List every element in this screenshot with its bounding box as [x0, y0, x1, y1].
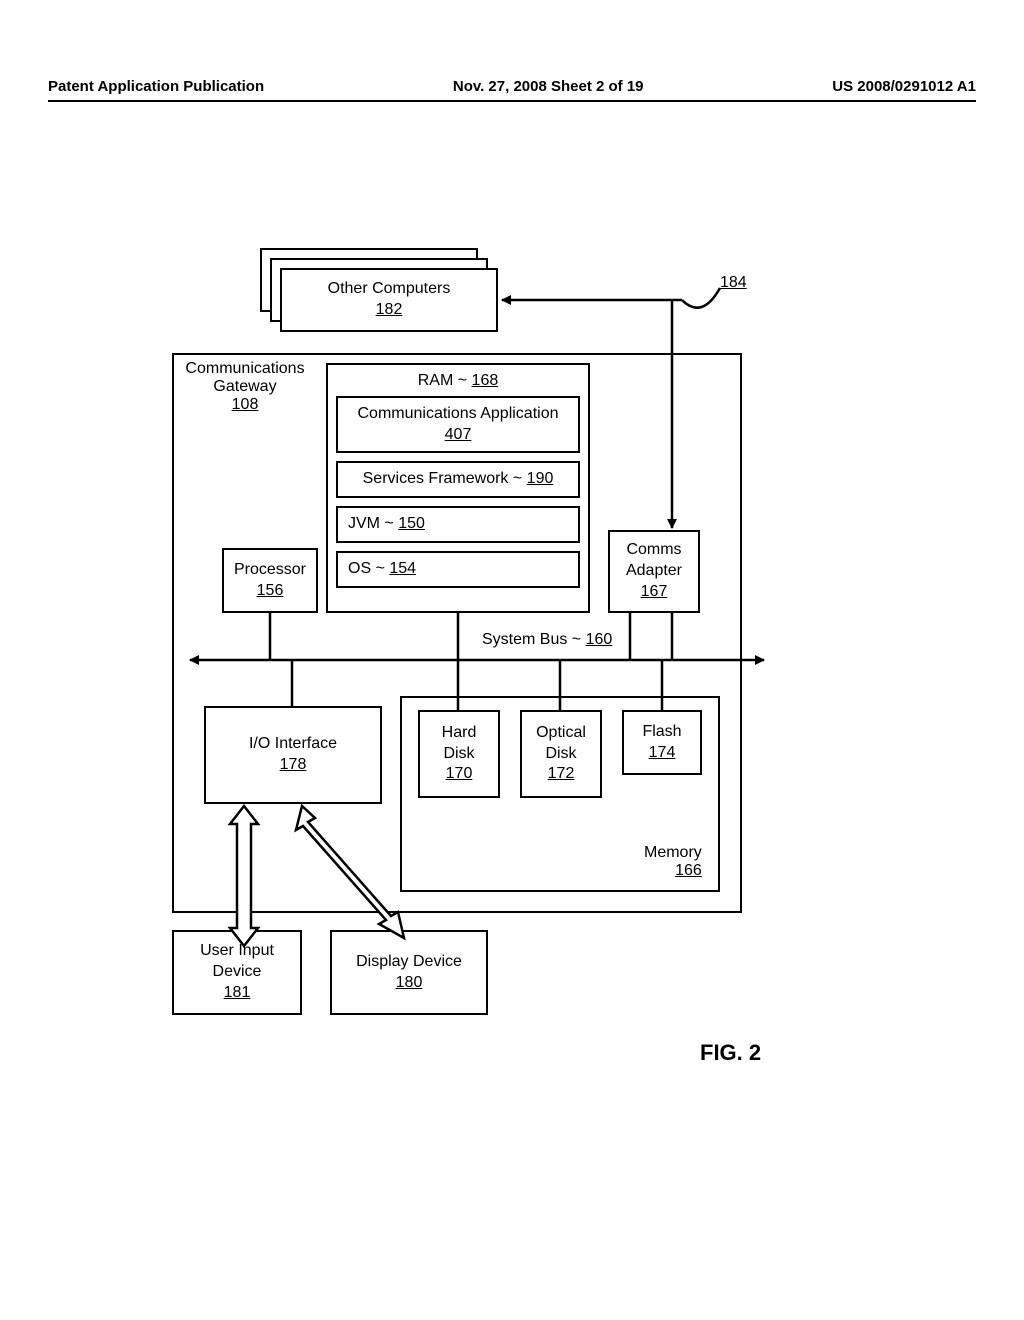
header-right: US 2008/0291012 A1 — [832, 78, 976, 95]
other-computers-box: Other Computers 182 — [280, 268, 498, 332]
os-box: OS ~ 154 — [336, 551, 580, 588]
system-bus-label: System Bus ~ 160 — [482, 631, 612, 649]
other-computers-label: Other Computers — [328, 279, 451, 300]
comms-adapter-box: Comms Adapter 167 — [608, 530, 700, 613]
ram-box: RAM ~ 168 Communications Application 407… — [326, 363, 590, 613]
jvm-box: JVM ~ 150 — [336, 506, 580, 543]
page: Patent Application Publication Nov. 27, … — [0, 0, 1024, 1320]
figure-label: FIG. 2 — [700, 1040, 761, 1066]
optical-disk-box: Optical Disk 172 — [520, 710, 602, 798]
page-header: Patent Application Publication Nov. 27, … — [48, 78, 976, 95]
processor-box: Processor 156 — [222, 548, 318, 613]
comms-gateway-label: Communications Gateway 108 — [180, 360, 310, 414]
display-device-box: Display Device 180 — [330, 930, 488, 1015]
hard-disk-box: Hard Disk 170 — [418, 710, 500, 798]
header-left: Patent Application Publication — [48, 78, 264, 95]
user-input-box: User Input Device 181 — [172, 930, 302, 1015]
header-center: Nov. 27, 2008 Sheet 2 of 19 — [453, 78, 644, 95]
flash-box: Flash 174 — [622, 710, 702, 775]
comms-app-box: Communications Application 407 — [336, 396, 580, 454]
io-interface-box: I/O Interface 178 — [204, 706, 382, 804]
memory-label: Memory 166 — [644, 844, 702, 880]
other-computers-num: 182 — [376, 300, 403, 321]
block-diagram: Other Computers 182 184 Communications G… — [172, 248, 832, 1068]
services-fw-box: Services Framework ~ 190 — [336, 461, 580, 498]
ref-184: 184 — [720, 274, 747, 292]
ram-title: RAM ~ 168 — [418, 371, 499, 392]
header-rule — [48, 100, 976, 102]
